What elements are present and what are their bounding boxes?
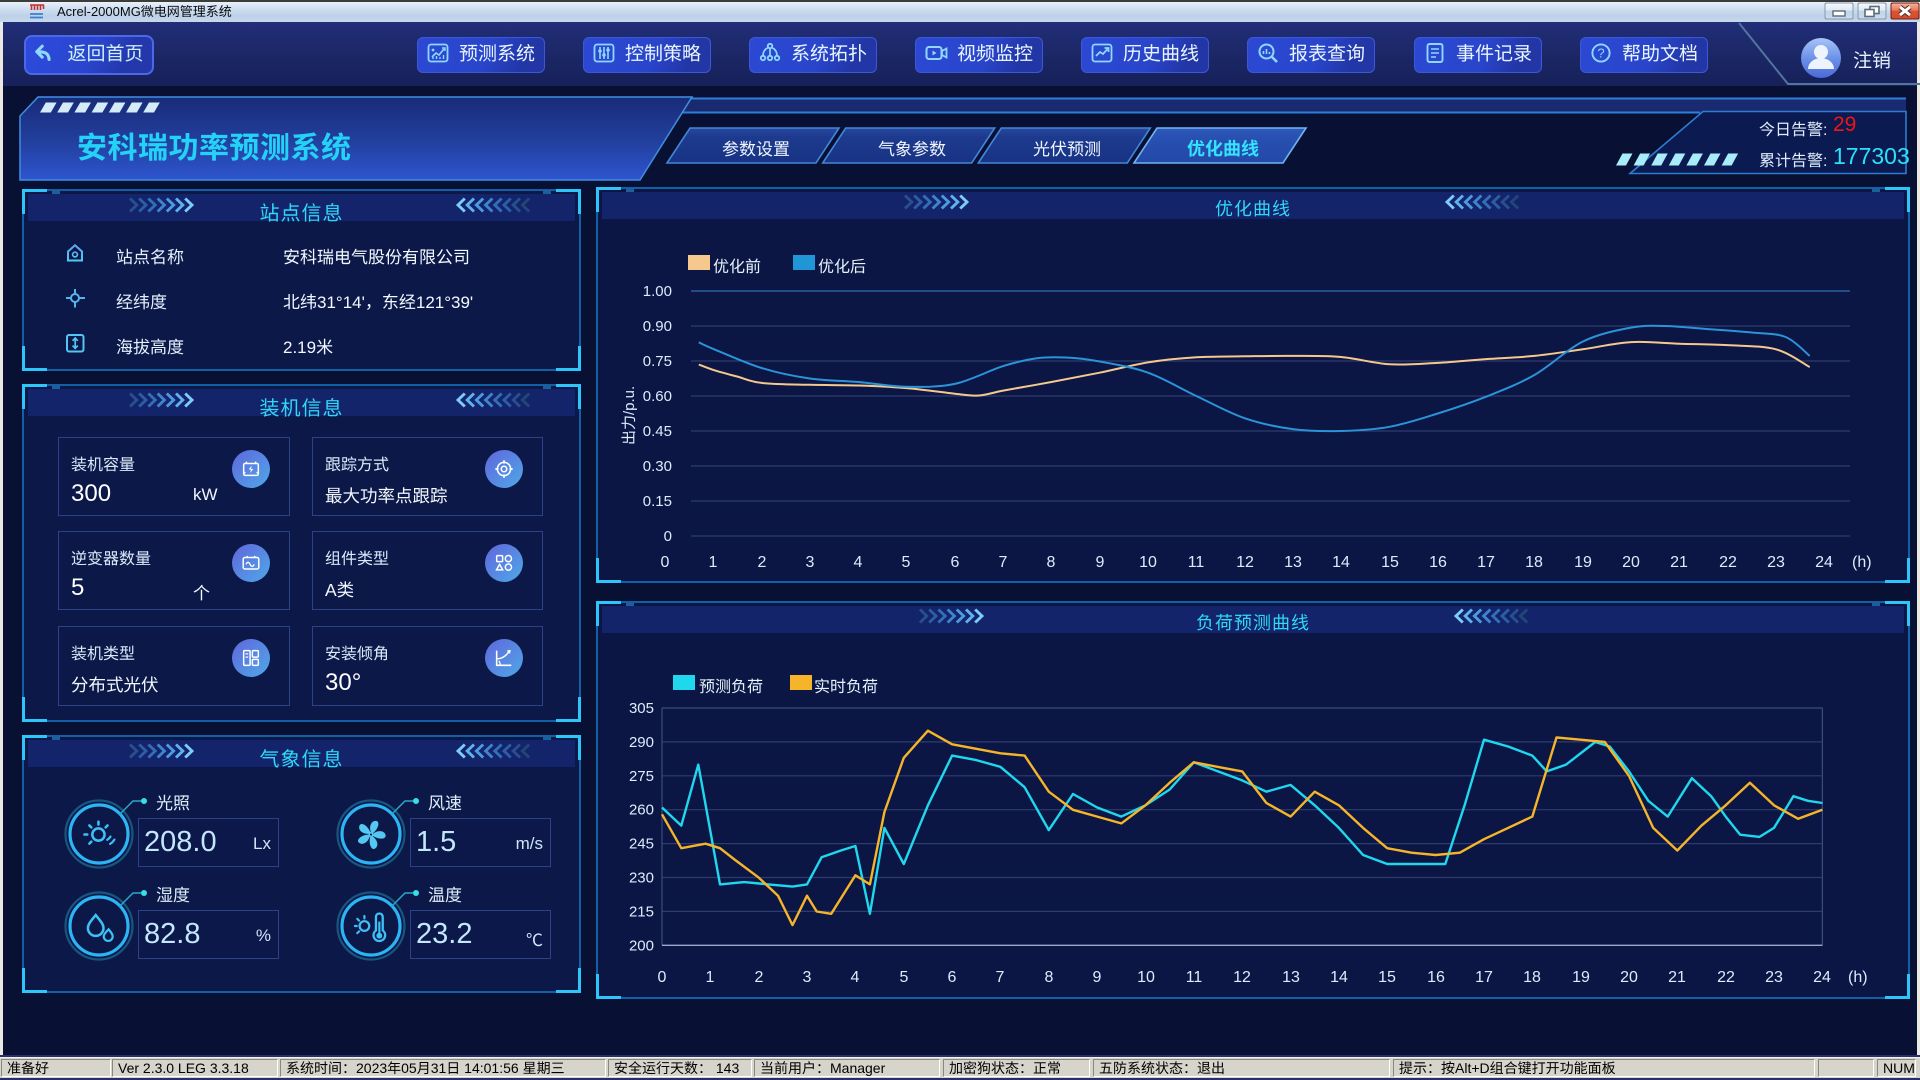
svg-text:19: 19 bbox=[1574, 554, 1592, 571]
svg-text:10: 10 bbox=[1139, 554, 1157, 571]
svg-text:260: 260 bbox=[629, 802, 654, 819]
svg-text:10: 10 bbox=[1137, 969, 1155, 986]
svg-text:8: 8 bbox=[1045, 969, 1054, 986]
svg-text:6: 6 bbox=[951, 554, 960, 571]
svg-text:?: ? bbox=[1597, 46, 1604, 61]
svg-text:245: 245 bbox=[629, 836, 654, 853]
svg-text:2: 2 bbox=[758, 554, 767, 571]
svg-text:14: 14 bbox=[1332, 554, 1350, 571]
svg-text:12: 12 bbox=[1236, 554, 1254, 571]
svg-text:18: 18 bbox=[1523, 969, 1541, 986]
svg-text:11: 11 bbox=[1186, 969, 1203, 986]
svg-text:0.30: 0.30 bbox=[643, 458, 672, 475]
svg-text:8: 8 bbox=[1047, 554, 1056, 571]
svg-text:20: 20 bbox=[1622, 554, 1640, 571]
svg-text:0.60: 0.60 bbox=[643, 388, 672, 405]
svg-text:17: 17 bbox=[1475, 969, 1493, 986]
svg-text:15: 15 bbox=[1381, 554, 1399, 571]
svg-text:17: 17 bbox=[1477, 554, 1495, 571]
svg-text:23: 23 bbox=[1767, 554, 1785, 571]
svg-text:290: 290 bbox=[629, 734, 654, 751]
svg-text:1: 1 bbox=[709, 554, 718, 571]
svg-text:1: 1 bbox=[706, 969, 715, 986]
svg-text:4: 4 bbox=[851, 969, 860, 986]
svg-text:0.90: 0.90 bbox=[643, 318, 672, 335]
svg-text:24: 24 bbox=[1815, 554, 1833, 571]
svg-text:305: 305 bbox=[629, 700, 654, 717]
svg-text:6: 6 bbox=[948, 969, 957, 986]
svg-text:13: 13 bbox=[1284, 554, 1302, 571]
svg-text:21: 21 bbox=[1668, 969, 1686, 986]
svg-text:18: 18 bbox=[1525, 554, 1543, 571]
svg-text:1.00: 1.00 bbox=[643, 283, 672, 300]
svg-text:20: 20 bbox=[1620, 969, 1638, 986]
svg-text:(h): (h) bbox=[1852, 554, 1872, 571]
svg-text:11: 11 bbox=[1188, 554, 1205, 571]
svg-text:22: 22 bbox=[1719, 554, 1737, 571]
svg-text:0: 0 bbox=[658, 969, 667, 986]
svg-text:0: 0 bbox=[664, 528, 672, 545]
svg-text:9: 9 bbox=[1093, 969, 1102, 986]
svg-text:0.45: 0.45 bbox=[643, 423, 672, 440]
svg-text:24: 24 bbox=[1813, 969, 1831, 986]
svg-text:16: 16 bbox=[1429, 554, 1447, 571]
svg-text:2: 2 bbox=[755, 969, 764, 986]
svg-text:275: 275 bbox=[629, 768, 654, 785]
svg-text:14: 14 bbox=[1330, 969, 1348, 986]
svg-text:(h): (h) bbox=[1848, 969, 1868, 986]
svg-text:4: 4 bbox=[854, 554, 863, 571]
svg-text:13: 13 bbox=[1282, 969, 1300, 986]
svg-text:0.75: 0.75 bbox=[643, 353, 672, 370]
svg-text:9: 9 bbox=[1096, 554, 1105, 571]
svg-text:12: 12 bbox=[1233, 969, 1251, 986]
svg-text:3: 3 bbox=[806, 554, 815, 571]
svg-text:15: 15 bbox=[1378, 969, 1396, 986]
svg-text:215: 215 bbox=[629, 903, 654, 920]
svg-text:5: 5 bbox=[900, 969, 909, 986]
svg-text:230: 230 bbox=[629, 870, 654, 887]
svg-text:7: 7 bbox=[999, 554, 1008, 571]
svg-text:5: 5 bbox=[902, 554, 911, 571]
svg-text:19: 19 bbox=[1572, 969, 1590, 986]
svg-text:200: 200 bbox=[629, 937, 654, 954]
svg-text:7: 7 bbox=[996, 969, 1005, 986]
svg-text:0: 0 bbox=[661, 554, 670, 571]
svg-text:16: 16 bbox=[1427, 969, 1445, 986]
svg-text:22: 22 bbox=[1717, 969, 1735, 986]
svg-text:21: 21 bbox=[1670, 554, 1688, 571]
svg-text:0.15: 0.15 bbox=[643, 493, 672, 510]
svg-text:3: 3 bbox=[803, 969, 812, 986]
svg-text:23: 23 bbox=[1765, 969, 1783, 986]
